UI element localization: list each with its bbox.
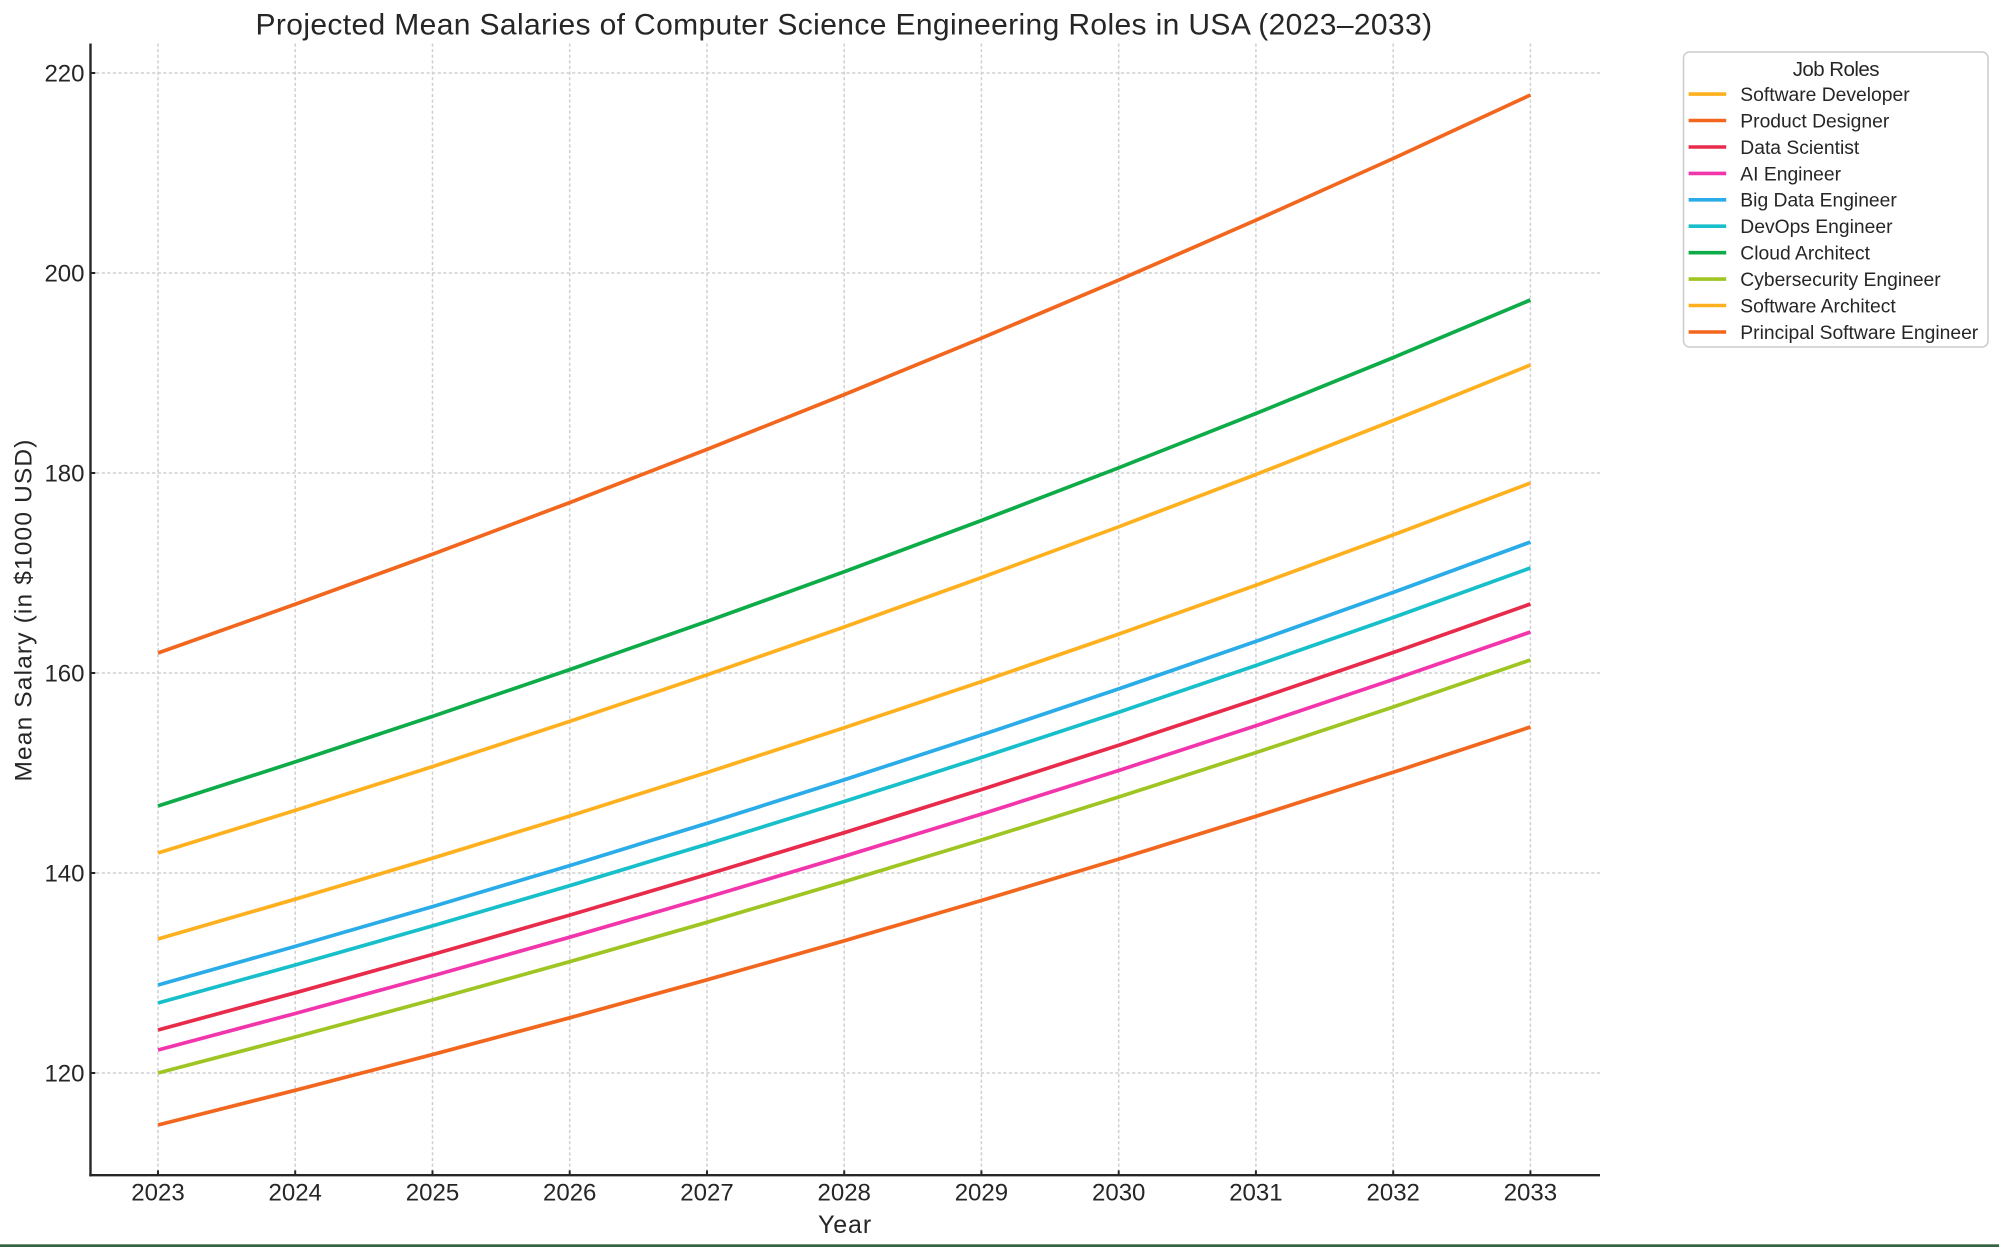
svg-text:Principal Software Engineer: Principal Software Engineer [1740, 323, 1979, 344]
svg-text:160: 160 [44, 661, 84, 688]
svg-text:Cybersecurity Engineer: Cybersecurity Engineer [1740, 270, 1941, 291]
svg-text:Data Scientist: Data Scientist [1740, 138, 1860, 159]
svg-text:Projected Mean Salaries of Com: Projected Mean Salaries of Computer Scie… [256, 9, 1433, 42]
svg-text:2024: 2024 [269, 1179, 322, 1206]
svg-text:140: 140 [44, 861, 84, 888]
svg-text:200: 200 [44, 261, 84, 288]
svg-text:Mean Salary (in $1000 USD): Mean Salary (in $1000 USD) [11, 438, 38, 781]
svg-text:2027: 2027 [680, 1179, 733, 1206]
svg-text:2023: 2023 [131, 1179, 184, 1206]
svg-text:Year: Year [818, 1211, 872, 1239]
svg-text:220: 220 [44, 61, 84, 88]
svg-text:2033: 2033 [1504, 1179, 1557, 1206]
svg-text:2028: 2028 [818, 1179, 871, 1206]
svg-text:Software Developer: Software Developer [1740, 85, 1910, 106]
svg-text:Cloud Architect: Cloud Architect [1740, 244, 1870, 265]
svg-text:Software Architect: Software Architect [1740, 296, 1896, 317]
svg-text:2025: 2025 [406, 1179, 459, 1206]
svg-text:2030: 2030 [1092, 1179, 1145, 1206]
svg-text:2031: 2031 [1229, 1179, 1282, 1206]
svg-text:Product Designer: Product Designer [1740, 111, 1890, 132]
svg-text:AI Engineer: AI Engineer [1740, 164, 1841, 185]
svg-text:DevOps Engineer: DevOps Engineer [1740, 217, 1893, 238]
svg-text:Big Data Engineer: Big Data Engineer [1740, 191, 1897, 212]
svg-text:2029: 2029 [955, 1179, 1008, 1206]
svg-text:180: 180 [44, 461, 84, 488]
svg-text:2026: 2026 [543, 1179, 596, 1206]
svg-text:2032: 2032 [1367, 1179, 1420, 1206]
svg-text:Job Roles: Job Roles [1793, 58, 1880, 81]
svg-text:120: 120 [44, 1061, 84, 1088]
